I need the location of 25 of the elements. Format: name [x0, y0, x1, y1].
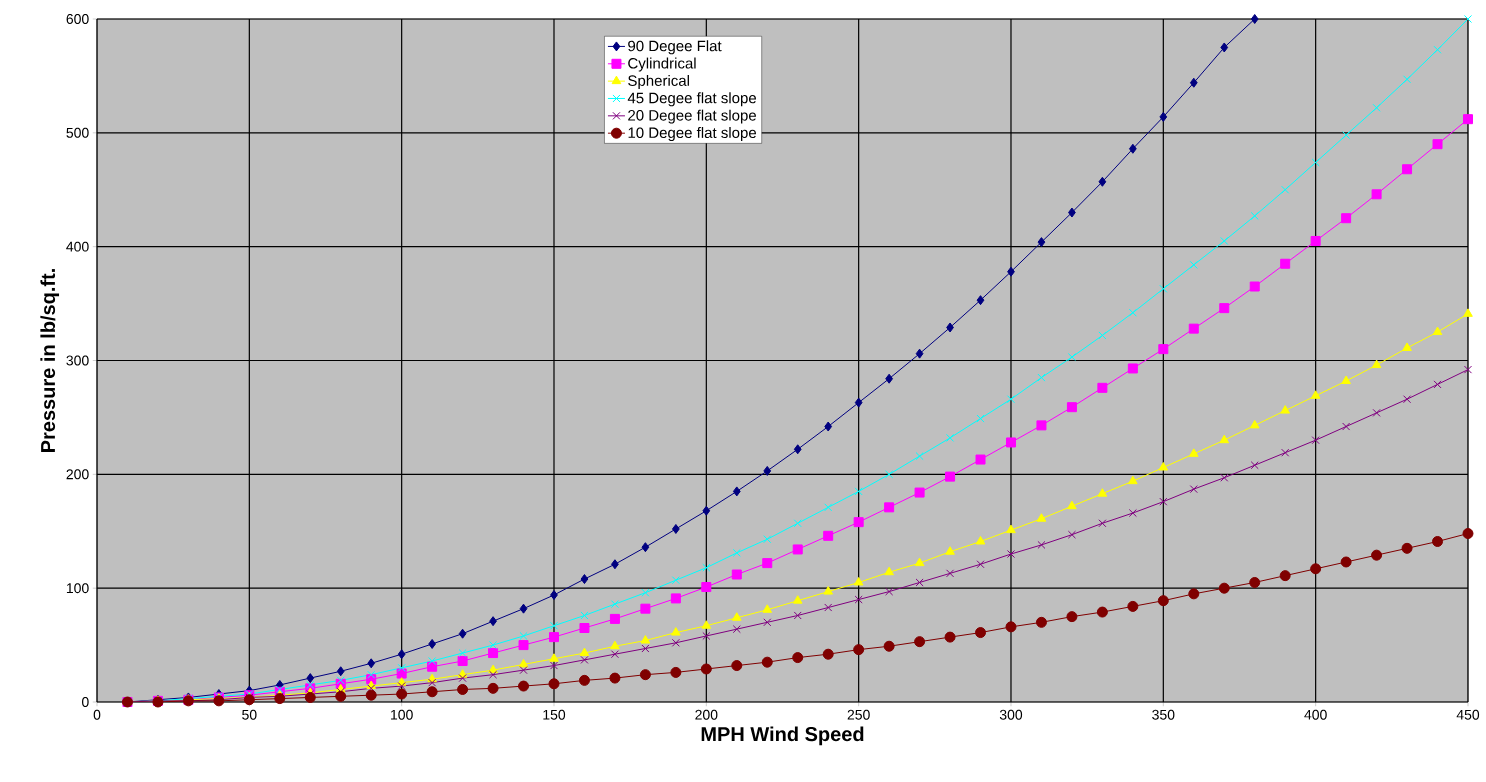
- legend-label: Spherical: [628, 74, 689, 89]
- legend-label: 90 Degee Flat: [628, 40, 722, 55]
- x-tick-label: 0: [93, 709, 101, 720]
- legend-label: 20 Degee flat slope: [628, 109, 756, 124]
- y-tick-label: 500: [66, 127, 89, 138]
- x-tick-label: 300: [999, 709, 1023, 720]
- y-axis-title: Pressure in lb/sq.ft.: [40, 269, 60, 452]
- x-tick-label: 350: [1152, 709, 1175, 720]
- x-tick-label: 100: [391, 709, 413, 720]
- y-tick-label: 600: [66, 14, 89, 24]
- y-tick-label: 0: [81, 697, 89, 707]
- y-tick-label: 300: [66, 355, 89, 366]
- x-axis-title: MPH Wind Speed: [701, 726, 864, 746]
- x-tick-label: 50: [242, 709, 257, 720]
- x-tick-label: 150: [543, 709, 566, 720]
- x-tick-label: 200: [695, 709, 718, 720]
- y-tick-label: 400: [66, 241, 89, 252]
- y-tick-label: 100: [66, 583, 89, 594]
- legend-label: Cylindrical: [628, 57, 696, 72]
- y-tick-label: 200: [66, 469, 89, 480]
- x-tick-label: 400: [1304, 709, 1327, 720]
- legend-label: 45 Degee flat slope: [627, 92, 756, 107]
- x-tick-label: 450: [1456, 709, 1480, 720]
- legend-label: 10 Degee flat slope: [628, 126, 756, 141]
- x-tick-label: 250: [847, 709, 870, 720]
